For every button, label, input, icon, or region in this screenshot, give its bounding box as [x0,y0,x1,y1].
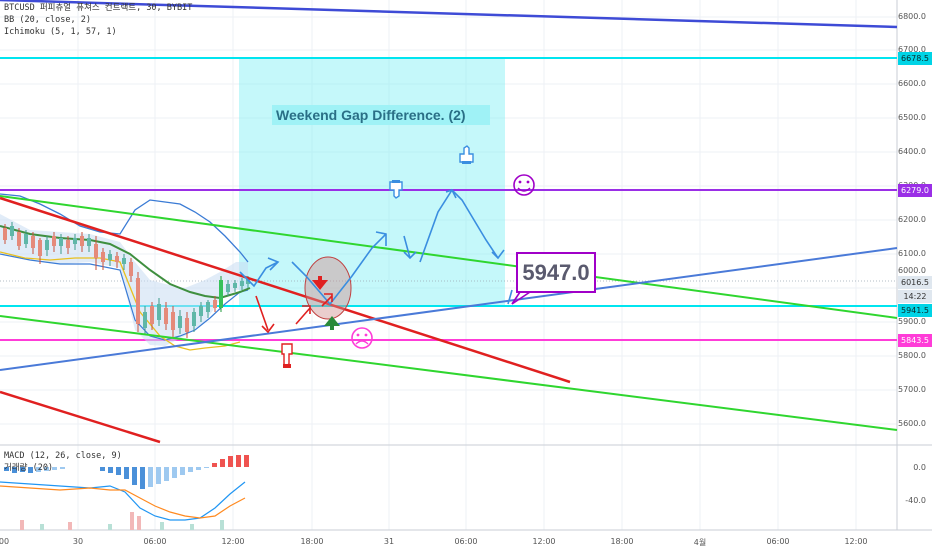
time-label: 12:00 [221,537,245,546]
red-arrows [255,293,333,334]
arrow-down-marker [312,276,328,290]
signal-line [0,485,246,519]
weekend-gap-label[interactable]: Weekend Gap Difference. (2) [272,105,490,125]
price-tag-current[interactable]: 6016.5 [898,276,932,289]
candlesticks [3,222,250,338]
price-tag-5941[interactable]: 5941.5 [898,304,932,317]
symbol-legend[interactable]: BTCUSD 퍼피츄얼 퓨쳐스 컨트랙트, 30, BYBIT [4,3,193,13]
channel-lower-line[interactable] [0,315,898,431]
time-label: 30 [72,537,84,546]
weekend-gap-box[interactable] [239,57,505,306]
red-trend-line-upper[interactable] [0,196,571,384]
price-note-connector [511,291,531,305]
time-label: 12:00 [844,537,868,546]
macd-line [0,481,246,521]
price-label: 5700.0 [898,385,926,394]
macd-axis-label: -40.0 [905,496,926,505]
price-note-callout[interactable]: 5947.0 [516,252,596,293]
highlight-circle[interactable] [304,256,352,320]
countdown-tag: 14:22 [898,290,932,303]
hand-pointing-down-icon[interactable] [389,180,403,199]
bollinger-upper-line [0,193,249,263]
price-label: 5600.0 [898,419,926,428]
volume-bars [20,512,224,530]
ichimoku-legend[interactable]: Ichimoku (5, 1, 57, 1) [4,27,117,37]
volume-legend[interactable]: 거래량 (20) [4,463,54,473]
projection-arrows[interactable] [239,188,513,306]
macd-axis-label: 0.0 [913,463,926,472]
upper-trend-line[interactable] [0,0,898,29]
time-label: 18:00 [610,537,634,546]
price-label: 6700.0 [898,45,926,54]
time-label: 4월 [693,538,707,547]
price-label: 6100.0 [898,249,926,258]
price-label: 6600.0 [898,79,926,88]
bollinger-band-fill [0,214,248,346]
price-label: 6500.0 [898,113,926,122]
arrow-up-marker [324,316,340,330]
time-label: 06:00 [766,537,790,546]
red-trend-line-lower[interactable] [0,390,161,444]
price-label: 6800.0 [898,12,926,21]
time-label: 06:00 [454,537,478,546]
price-label: 5800.0 [898,351,926,360]
time-label: 00 [0,537,10,546]
macd-histogram [4,455,249,489]
time-label: 31 [383,537,395,546]
frown-face-icon[interactable] [351,327,373,349]
price-label: 6200.0 [898,215,926,224]
channel-upper-line[interactable] [0,195,898,319]
smiley-face-icon[interactable] [513,174,535,196]
price-tag-5843[interactable]: 5843.5 [898,334,932,347]
rising-trend-line[interactable] [0,247,898,371]
macd-legend[interactable]: MACD (12, 26, close, 9) [4,451,122,461]
price-label: 5900.0 [898,317,926,326]
time-label: 12:00 [532,537,556,546]
hand-pointing-down-red-icon[interactable] [281,343,293,368]
time-label: 18:00 [300,537,324,546]
time-label: 06:00 [143,537,167,546]
price-tag-6678[interactable]: 6678.5 [898,52,932,65]
price-label: 6000.0 [898,266,926,275]
hand-pointing-up-icon[interactable] [459,145,474,164]
price-tag-6279[interactable]: 6279.0 [898,184,932,197]
bb-legend[interactable]: BB (20, close, 2) [4,15,91,25]
grid [0,0,897,530]
price-label: 6400.0 [898,147,926,156]
